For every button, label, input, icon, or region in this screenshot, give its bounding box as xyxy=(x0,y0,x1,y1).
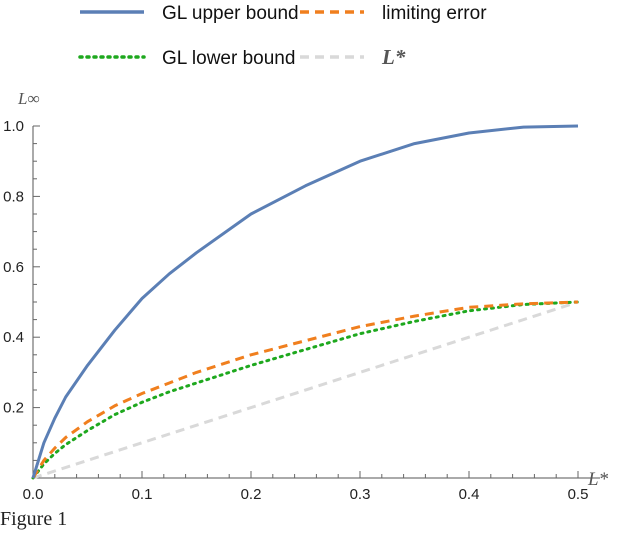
axes: 0.0 0.1 0.2 0.3 0.4 0.5 0.2 0.4 0.6 0.8 1.0 L∞ L* xyxy=(3,89,608,503)
x-tick-label: 0.3 xyxy=(350,486,371,503)
y-tick-label: 0.4 xyxy=(3,329,24,346)
series-line-3 xyxy=(31,300,580,480)
series-layer xyxy=(31,124,580,480)
x-tick-label: 0.4 xyxy=(459,486,480,503)
x-tick-label: 0.2 xyxy=(241,486,262,503)
x-tick-label: 0.1 xyxy=(132,486,153,503)
y-axis-label: L∞ xyxy=(17,89,40,108)
series-line-1 xyxy=(31,124,579,479)
legend-label-2: limiting error xyxy=(382,3,487,24)
series-line-2 xyxy=(31,300,579,479)
legend-label-1: GL upper bound xyxy=(162,3,299,24)
figure-caption: Figure 1 xyxy=(0,508,68,530)
y-tick-label: 0.8 xyxy=(3,188,24,205)
series-line-4 xyxy=(32,300,579,480)
y-tick-label: 1.0 xyxy=(3,118,24,135)
legend-label-3: GL lower bound xyxy=(162,48,295,69)
y-tick-label: 0.6 xyxy=(3,259,24,276)
line-chart: GL upper bound limiting error GL lower bou… xyxy=(3,3,608,503)
x-axis-label: L* xyxy=(587,469,609,490)
legend-label-4: L* xyxy=(381,45,406,69)
x-tick-label: 0.0 xyxy=(23,486,44,503)
legend: GL upper bound limiting error GL lower bou… xyxy=(78,3,487,69)
y-tick-label: 0.2 xyxy=(3,400,24,417)
x-tick-label: 0.5 xyxy=(568,486,589,503)
